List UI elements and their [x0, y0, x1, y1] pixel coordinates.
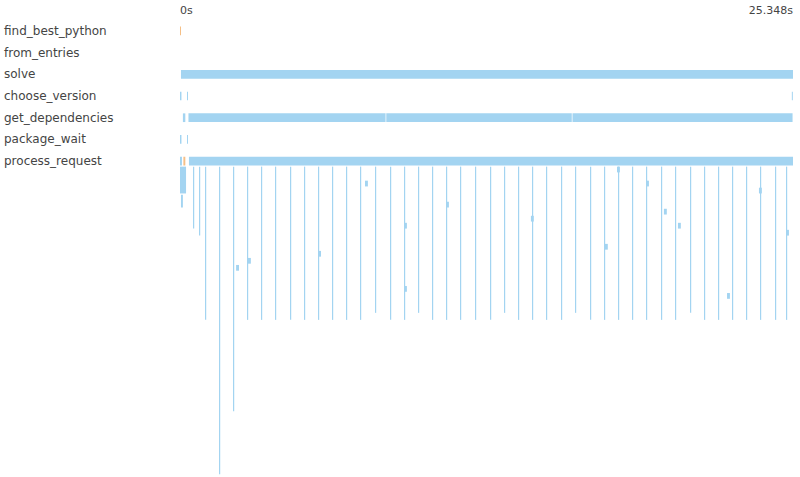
svg-text:get_dependencies: get_dependencies: [4, 111, 113, 125]
svg-text:package_wait: package_wait: [4, 132, 86, 146]
svg-text:find_best_python: find_best_python: [4, 24, 107, 38]
svg-text:from_entries: from_entries: [4, 46, 80, 60]
svg-text:0s: 0s: [180, 4, 193, 17]
svg-text:choose_version: choose_version: [4, 89, 96, 103]
svg-text:solve: solve: [4, 67, 35, 81]
svg-text:process_request: process_request: [4, 154, 102, 168]
svg-text:25.348s: 25.348s: [749, 4, 793, 17]
